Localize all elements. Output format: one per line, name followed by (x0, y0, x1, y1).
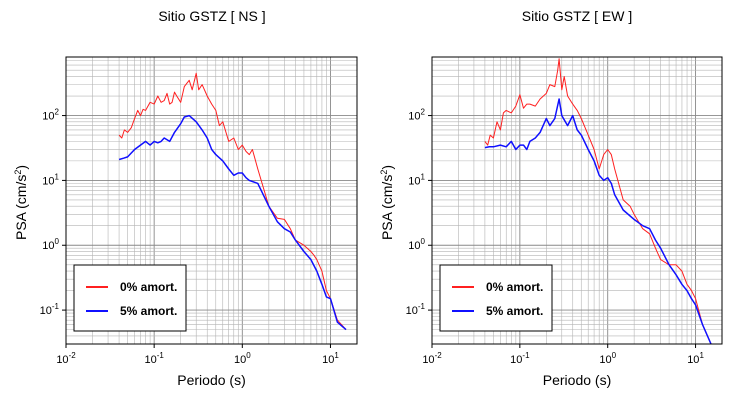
y-axis-label: PSA (cm/s2) (379, 165, 395, 240)
chart-panel-ns: 10-2 10-1 100 101 10-1 100 101 102 Sitio GSTZ [ … (13, 8, 358, 388)
y-tick-label: 102 (42, 108, 59, 123)
y-axis-label: PSA (cm/s2) (13, 165, 29, 240)
chart-title: Sitio GSTZ [ NS ] (158, 8, 265, 24)
x-tick-label: 100 (234, 351, 251, 366)
chart-panel-ew: 10-2 10-1 100 101 10-1 100 101 102 Sitio GSTZ [ … (379, 8, 723, 388)
series-line-amort-0 (484, 58, 712, 344)
y-tick-label: 101 (42, 172, 59, 187)
legend: 0% amort. 5% amort. (73, 264, 187, 332)
x-tick-label: 101 (687, 351, 704, 366)
legend-box (73, 264, 187, 332)
legend-label: 5% amort. (486, 304, 543, 318)
legend: 0% amort. 5% amort. (439, 264, 553, 332)
y-tick-label: 100 (408, 237, 425, 252)
x-tick-label: 101 (322, 351, 339, 366)
plot-frame (65, 56, 358, 345)
x-tick-label: 10-2 (56, 351, 76, 366)
legend-box (439, 264, 553, 332)
x-axis-label: Periodo (s) (177, 372, 245, 388)
x-tick-label: 10-1 (144, 351, 164, 366)
y-tick-label: 101 (408, 172, 425, 187)
series-line-amort-5 (484, 98, 712, 344)
legend-label: 0% amort. (486, 280, 543, 294)
y-tick-label: 10-1 (406, 302, 426, 317)
x-tick-label: 10-2 (422, 351, 442, 366)
plot-frame (431, 56, 723, 345)
series-line-amort-5 (118, 114, 347, 331)
x-tick-label: 100 (599, 351, 616, 366)
y-tick-label: 102 (408, 108, 425, 123)
y-tick-label: 100 (42, 237, 59, 252)
legend-label: 0% amort. (120, 280, 177, 294)
y-tick-label: 10-1 (40, 302, 60, 317)
chart-title: Sitio GSTZ [ EW ] (522, 8, 632, 24)
legend-label: 5% amort. (120, 304, 177, 318)
x-tick-label: 10-1 (510, 351, 530, 366)
x-axis-label: Periodo (s) (543, 372, 611, 388)
